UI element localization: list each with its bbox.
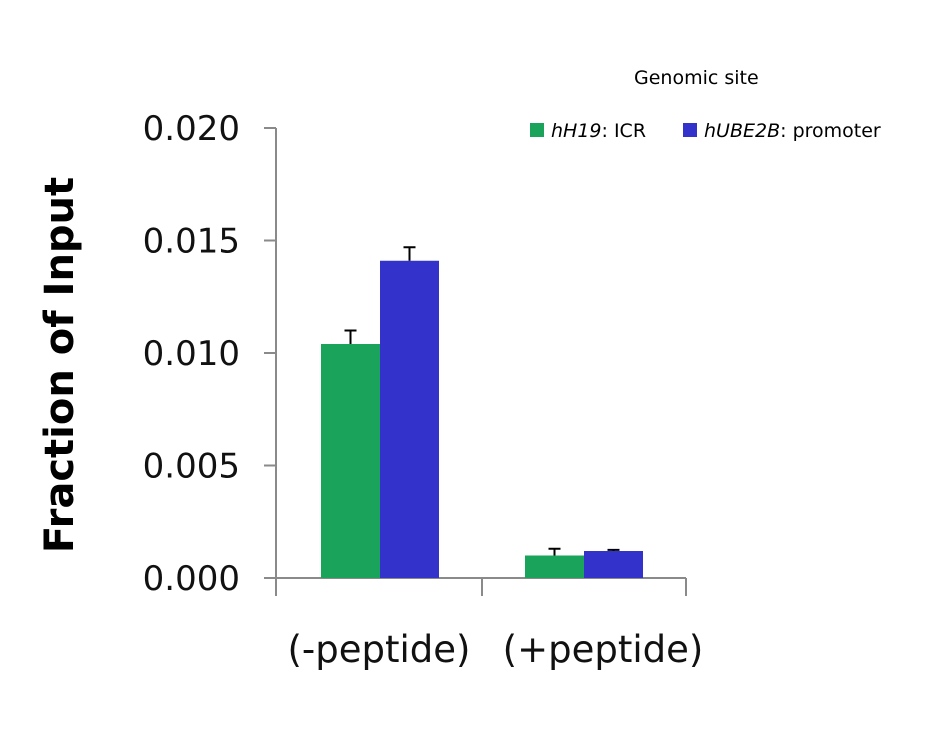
- legend-entry-label: hUBE2B: promoter: [704, 120, 881, 142]
- y-tick-label: 0.010: [143, 334, 240, 374]
- legend: Genomic site hH19: ICR hUBE2B: promoter: [530, 67, 881, 142]
- y-tick-label: 0.000: [143, 559, 240, 599]
- y-tick-label: 0.020: [143, 109, 240, 149]
- bar: [380, 260, 439, 578]
- x-category-label: (-peptide): [288, 628, 471, 671]
- legend-swatch: [530, 123, 544, 137]
- legend-entry-label: hH19: ICR: [551, 120, 646, 142]
- bar: [584, 551, 643, 578]
- legend-swatch: [683, 123, 697, 137]
- bar: [321, 344, 380, 578]
- bars: [321, 260, 643, 578]
- y-tick-label: 0.005: [143, 447, 240, 487]
- legend-entry-suffix: : ICR: [602, 120, 647, 142]
- legend-entry-italic: hUBE2B: [704, 120, 780, 142]
- x-category-labels: (-peptide) (+peptide): [288, 628, 704, 671]
- y-axis-label: Fraction of Input: [37, 177, 83, 553]
- y-tick-label: 0.015: [143, 222, 240, 262]
- legend-entry-italic: hH19: [551, 120, 602, 142]
- bar: [525, 555, 584, 578]
- y-tick-labels: 0.000 0.005 0.010 0.015 0.020: [143, 109, 240, 599]
- legend-title: Genomic site: [634, 67, 759, 89]
- x-category-label: (+peptide): [503, 628, 704, 671]
- error-bars: [344, 246, 620, 556]
- legend-entry-suffix: : promoter: [780, 120, 881, 142]
